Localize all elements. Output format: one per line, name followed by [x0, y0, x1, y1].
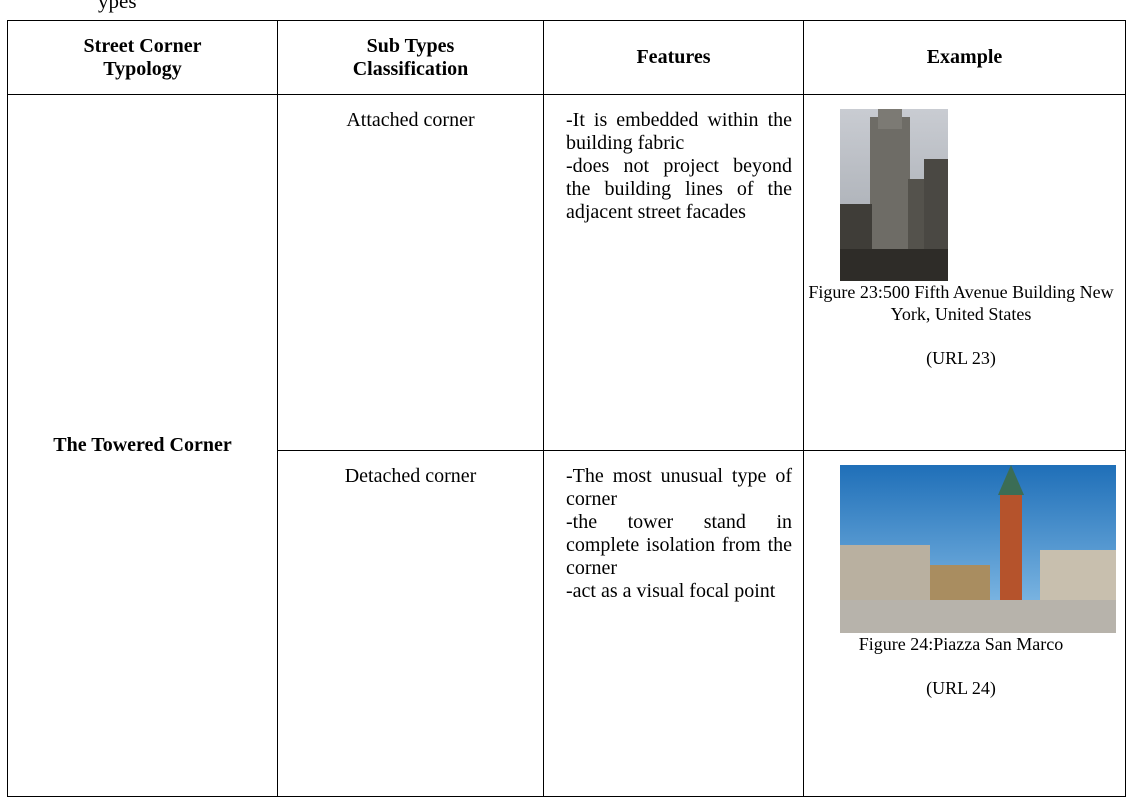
row: Detached corner -The most unusual type o… — [8, 450, 1126, 797]
header-text: Features — [636, 46, 711, 68]
header-cell: Features — [543, 20, 804, 95]
header-text: Sub Types Classification — [352, 34, 469, 80]
typology-table: Street Corner Typology Sub Types Classif… — [7, 20, 1126, 797]
feature: -the tower stand in complete isolation f… — [566, 511, 792, 579]
piazza-photo — [840, 465, 1116, 633]
header-cell: Street Corner Typology — [7, 20, 278, 95]
feature: -act as a visual focal point — [566, 580, 776, 602]
feature: -It is embedded within the building fabr… — [566, 109, 792, 154]
figure-caption: Figure 23:500 Fifth Avenue Building New … — [808, 282, 1114, 324]
figure-caption: Figure 24:Piazza San Marco — [858, 634, 1064, 654]
header-cell: Example — [803, 20, 1126, 95]
example-cell: Figure 23:500 Fifth Avenue Building New … — [803, 94, 1126, 451]
header-text: Street Corner Typology — [83, 34, 202, 80]
tower-photo — [840, 109, 948, 281]
caption-fragment: ypes — [98, 0, 137, 13]
subtype-cell: Detached corner — [277, 450, 544, 797]
row: The Towered Corner Attached corner -It i… — [7, 94, 1126, 797]
subtype-cell: Attached corner — [277, 94, 544, 451]
example-cell: Figure 24:Piazza San Marco (URL 24) — [803, 450, 1126, 797]
feature: -The most unusual type of corner — [566, 465, 792, 510]
feature: -does not project beyond the building li… — [566, 155, 792, 223]
header-text: Example — [926, 46, 1003, 68]
header-cell: Sub Types Classification — [277, 20, 544, 95]
features-cell: -The most unusual type of corner -the to… — [543, 450, 804, 797]
typology-cell: The Towered Corner — [7, 94, 278, 797]
figure-source: (URL 23) — [926, 348, 996, 368]
header-row: Street Corner Typology Sub Types Classif… — [7, 20, 1126, 95]
page: ypes Street Corner Typology Sub Types Cl… — [7, 0, 1126, 797]
figure-source: (URL 24) — [926, 678, 996, 698]
features-cell: -It is embedded within the building fabr… — [543, 94, 804, 451]
